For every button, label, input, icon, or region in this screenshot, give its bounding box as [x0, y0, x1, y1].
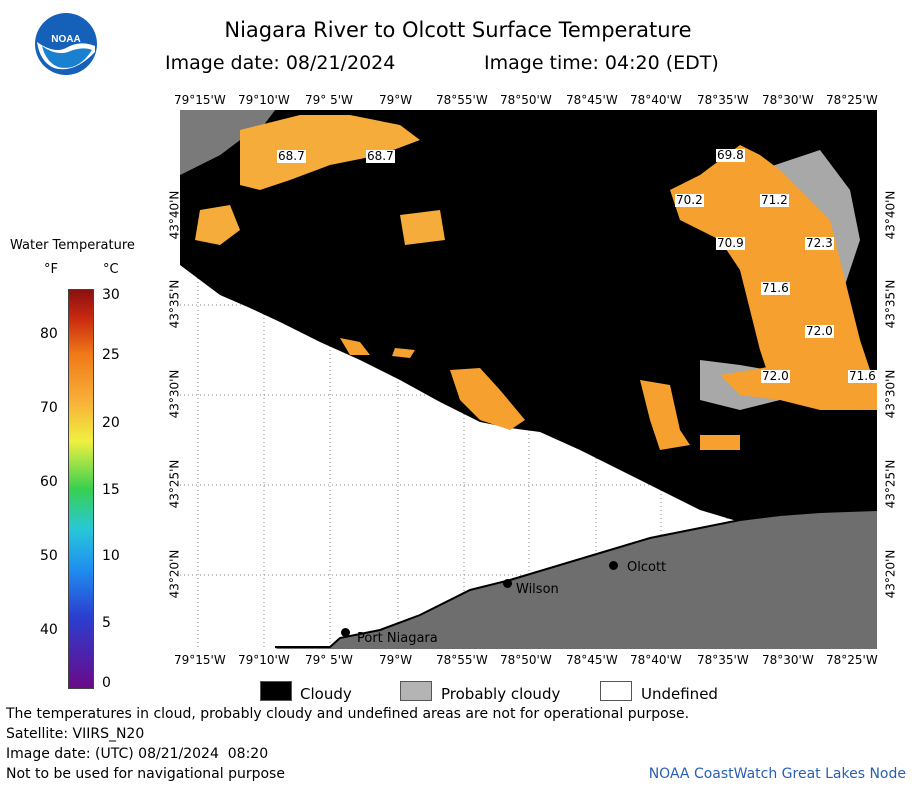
image-time: Image time: 04:20 (EDT)	[484, 52, 719, 74]
lon-label-bottom: 78°50'W	[500, 653, 552, 667]
legend-c-tick: 30	[102, 287, 120, 303]
disclaimer-text: The temperatures in cloud, probably clou…	[6, 706, 690, 722]
lat-label-right: 43°30'N	[883, 369, 898, 419]
legend-title: Water Temperature	[10, 238, 135, 253]
lon-label-top: 78°25'W	[826, 93, 878, 107]
temperature-label: 72.0	[805, 324, 834, 338]
lon-label-bottom: 79°10'W	[238, 653, 290, 667]
place-label-wilson: Wilson	[516, 582, 559, 597]
lat-label-right: 43°20'N	[883, 549, 898, 599]
place-marker	[341, 628, 350, 637]
color-scale-bar	[68, 289, 94, 689]
page-title: Niagara River to Olcott Surface Temperat…	[224, 18, 692, 42]
legend-f-tick: 40	[40, 622, 58, 638]
key-probably-cloudy-swatch	[400, 681, 432, 701]
temperature-label: 71.6	[761, 281, 790, 295]
legend-c-tick: 25	[102, 347, 120, 363]
lon-label-top: 78°40'W	[630, 93, 682, 107]
legend-c-tick: 5	[102, 615, 111, 631]
lon-label-top: 78°55'W	[436, 93, 488, 107]
key-cloudy-swatch	[260, 681, 292, 701]
key-probably-cloudy-label: Probably cloudy	[441, 685, 561, 703]
key-undefined-swatch	[600, 681, 632, 701]
temperature-label: 71.6	[848, 369, 877, 383]
lon-label-top: 78°45'W	[566, 93, 618, 107]
temperature-label: 70.2	[675, 193, 704, 207]
place-marker	[609, 561, 618, 570]
legend-c-tick: 10	[102, 548, 120, 564]
lon-label-top: 79°10'W	[238, 93, 290, 107]
key-undefined-label: Undefined	[641, 685, 718, 703]
legend-f-tick: 60	[40, 474, 58, 490]
temperature-map	[180, 110, 877, 649]
key-cloudy-label: Cloudy	[300, 685, 352, 703]
lon-label-top: 79°15'W	[174, 93, 226, 107]
place-label-port-niagara: Port Niagara	[357, 631, 438, 646]
navigation-warning: Not to be used for navigational purpose	[6, 766, 285, 782]
temperature-label: 72.3	[805, 236, 834, 250]
legend-c-tick: 15	[102, 482, 120, 498]
legend-unit-c: °C	[103, 262, 119, 277]
temperature-label: 68.7	[277, 149, 306, 163]
lon-label-top: 78°30'W	[762, 93, 814, 107]
temperature-label: 72.0	[761, 369, 790, 383]
legend-f-tick: 50	[40, 548, 58, 564]
temperature-label: 69.8	[716, 148, 745, 162]
temperature-label: 70.9	[716, 236, 745, 250]
coastwatch-credit: NOAA CoastWatch Great Lakes Node	[648, 766, 906, 782]
lon-label-bottom: 78°45'W	[566, 653, 618, 667]
lon-label-bottom: 78°25'W	[826, 653, 878, 667]
lon-label-top: 78°50'W	[500, 93, 552, 107]
legend-f-tick: 70	[40, 400, 58, 416]
utc-date-text: Image date: (UTC) 08/21/2024 08:20	[6, 746, 269, 762]
temperature-label: 68.7	[366, 149, 395, 163]
lon-label-top: 79°W	[379, 93, 413, 107]
lon-label-bottom: 78°35'W	[697, 653, 749, 667]
lat-label-right: 43°25'N	[883, 459, 898, 509]
satellite-text: Satellite: VIIRS_N20	[6, 726, 145, 742]
place-marker	[503, 579, 512, 588]
lon-label-bottom: 78°30'W	[762, 653, 814, 667]
noaa-logo: NOAA	[34, 12, 98, 76]
svg-text:NOAA: NOAA	[51, 34, 80, 45]
lat-label-right: 43°40'N	[883, 190, 898, 240]
lon-label-bottom: 79°W	[379, 653, 413, 667]
legend-c-tick: 20	[102, 415, 120, 431]
lon-label-bottom: 79° 5'W	[305, 653, 353, 667]
lon-label-bottom: 78°55'W	[436, 653, 488, 667]
lat-label-right: 43°35'N	[883, 279, 898, 329]
place-label-olcott: Olcott	[627, 560, 667, 575]
lon-label-top: 79° 5'W	[305, 93, 353, 107]
legend-f-tick: 80	[40, 326, 58, 342]
lon-label-top: 78°35'W	[697, 93, 749, 107]
lon-label-bottom: 78°40'W	[630, 653, 682, 667]
temperature-label: 71.2	[760, 193, 789, 207]
image-date: Image date: 08/21/2024	[165, 52, 396, 74]
legend-unit-f: °F	[44, 262, 58, 277]
legend-c-tick: 0	[102, 675, 111, 691]
lon-label-bottom: 79°15'W	[174, 653, 226, 667]
